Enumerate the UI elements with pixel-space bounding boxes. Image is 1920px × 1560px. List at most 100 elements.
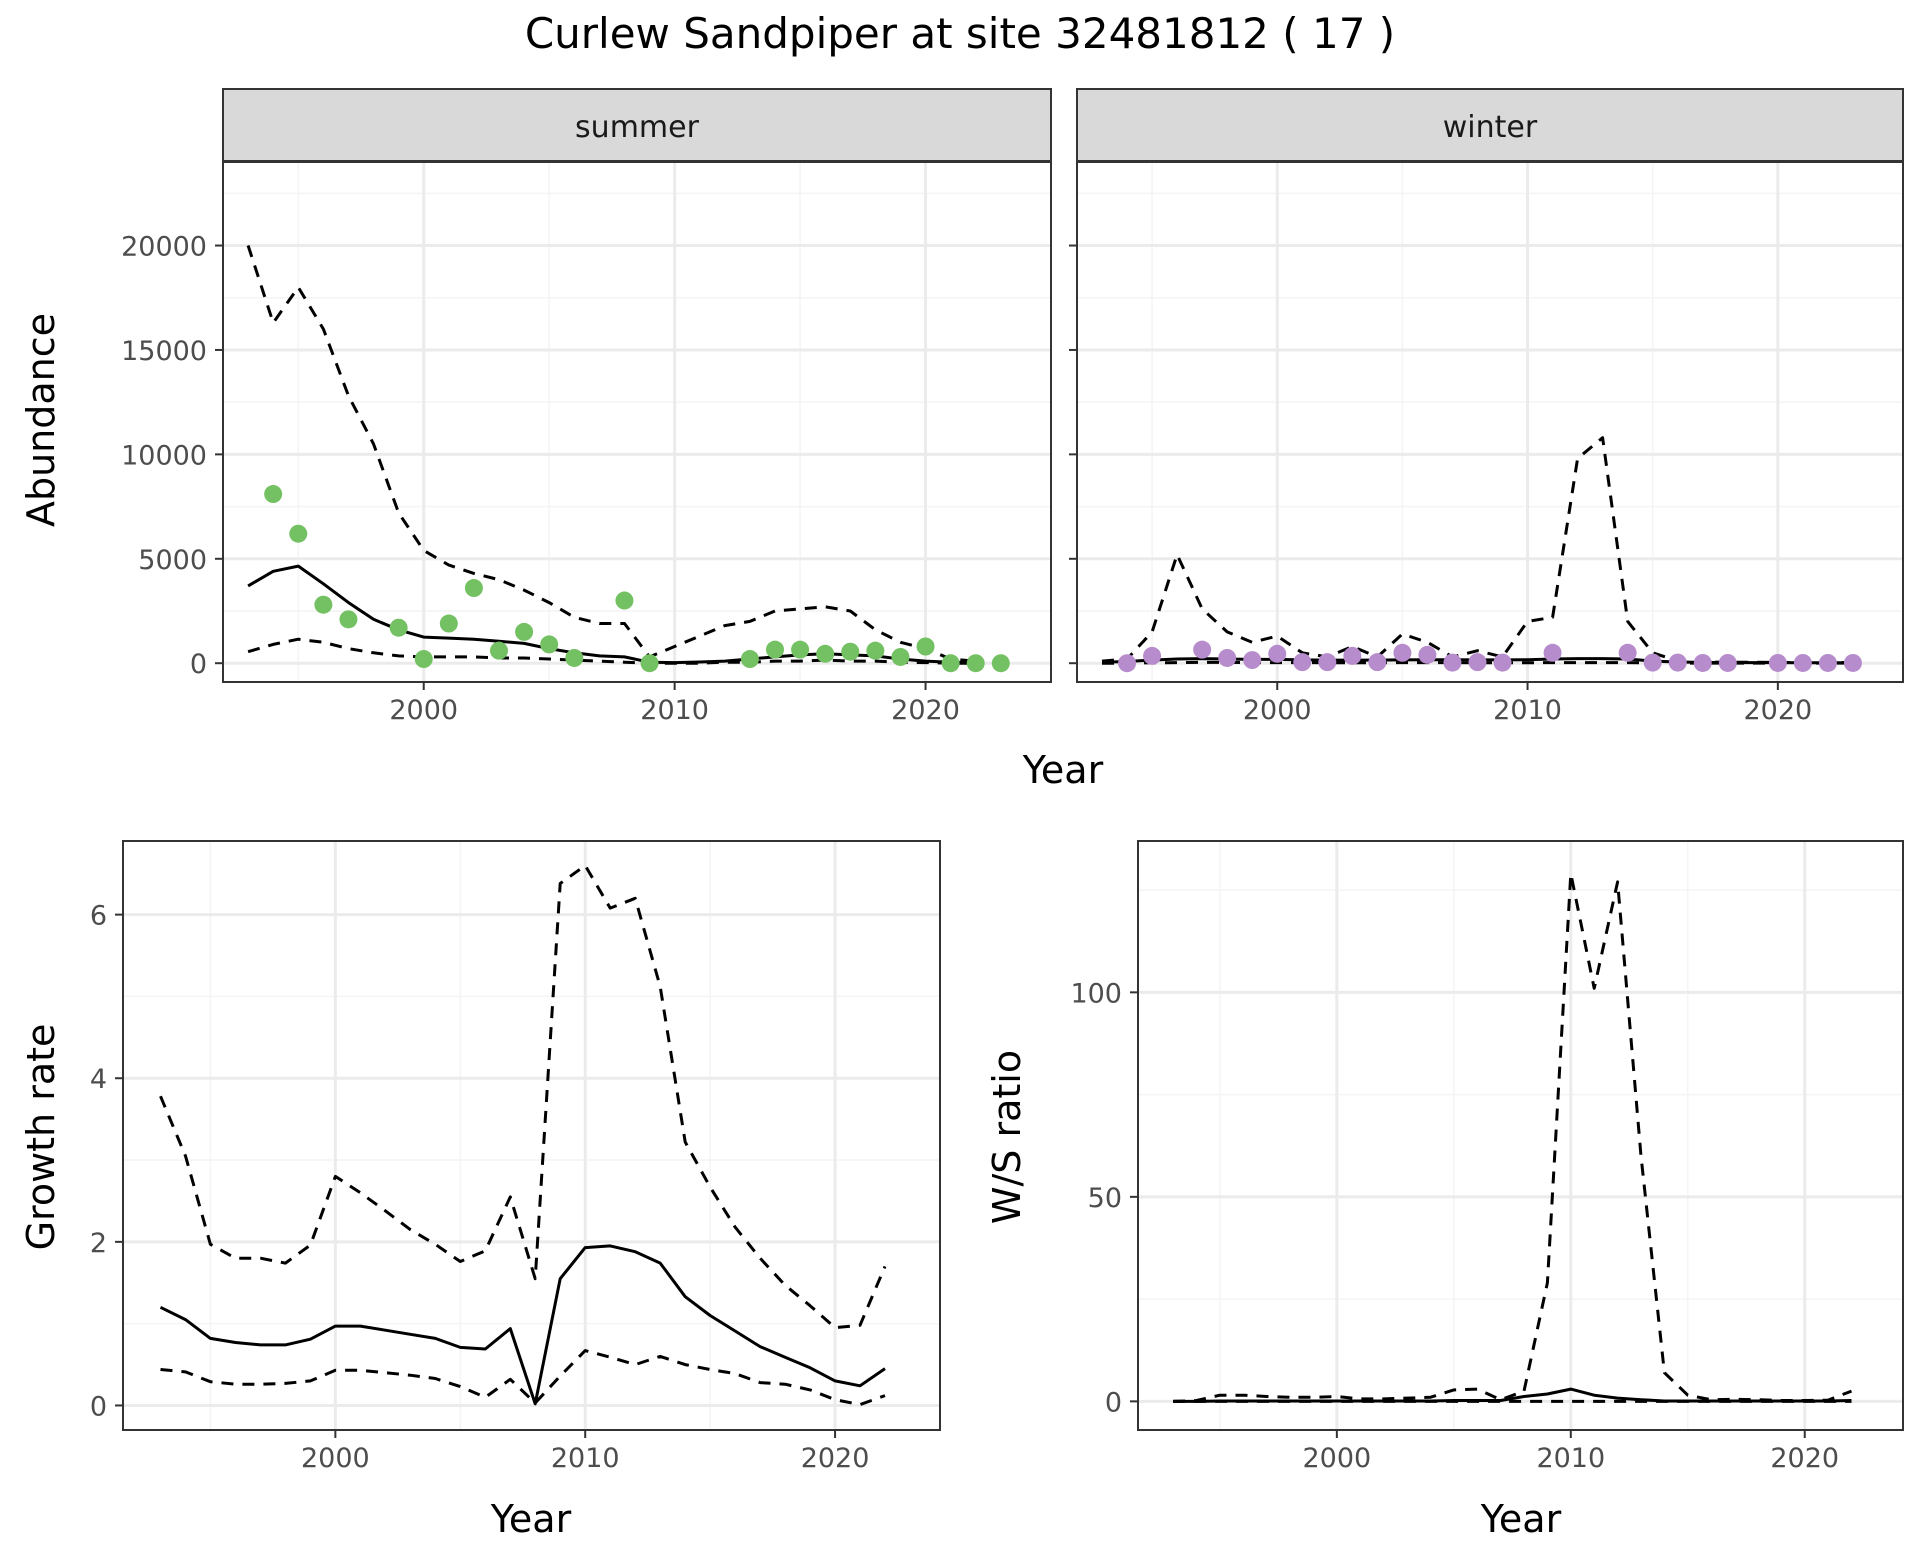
summer-x-tick-label: 2010 (640, 695, 709, 726)
summer-observation-point (515, 622, 534, 641)
summer-observation-point (464, 579, 483, 598)
winter-observation-point (1668, 653, 1687, 672)
growth-rate-plot-area: 2000 2010 2020 0 2 4 6 (90, 840, 941, 1474)
summer-observation-point (916, 637, 935, 656)
summer-bound-line-2 (247, 637, 976, 665)
summer-y-tick-label: 15000 (121, 336, 207, 367)
summer-observation-point (791, 640, 810, 659)
summer-observation-point (966, 654, 985, 673)
winter-plot-background (1077, 162, 1903, 682)
winter-observation-point (1793, 653, 1812, 672)
winter-observation-point (1143, 646, 1162, 665)
winter-observation-point (1468, 653, 1487, 672)
summer-observation-point (740, 650, 759, 669)
growth-x-axis-title: Year (490, 1497, 572, 1541)
summer-observation-point (339, 610, 358, 629)
winter-x-tick-label: 2020 (1743, 695, 1812, 726)
growth-plot-background (123, 841, 940, 1430)
winter-panel-border (1076, 161, 1904, 683)
summer-y-tick-label: 20000 (121, 232, 207, 263)
winter-observation-point (1768, 653, 1787, 672)
growth-x-tick-label: 2000 (301, 1443, 370, 1474)
summer-observation-point (991, 654, 1010, 673)
growth-y-tick-label: 2 (90, 1228, 107, 1259)
summer-strip (222, 88, 1052, 162)
summer-observation-point (414, 650, 433, 669)
growth-estimate-line (159, 1244, 886, 1406)
summer-bound-line-1 (246, 245, 976, 663)
growth-panel-border (122, 840, 941, 1431)
growth-y-tick-label: 6 (90, 901, 107, 932)
ws-ratio-plot-area: 2000 2010 2020 0 50 100 (1070, 840, 1904, 1474)
summer-x-tick-label: 2000 (389, 695, 458, 726)
winter-observation-point (1693, 653, 1712, 672)
winter-observation-point (1118, 654, 1137, 673)
summer-observation-point (439, 614, 458, 633)
winter-observation-point (1193, 640, 1212, 659)
winter-x-tick-label: 2010 (1493, 695, 1562, 726)
winter-observation-point (1343, 646, 1362, 665)
summer-plot-area: 2000 2010 2020 0 5000 10000 15000 20000 (121, 161, 1052, 726)
winter-observation-point (1293, 653, 1312, 672)
winter-observation-point (1368, 653, 1387, 672)
ws-x-tick-label: 2000 (1302, 1443, 1371, 1474)
winter-observation-point (1618, 643, 1637, 662)
growth-bound-line-1 (159, 864, 887, 1330)
ws-x-tick-label: 2010 (1536, 1443, 1605, 1474)
ws-y-tick-label: 100 (1070, 978, 1122, 1009)
top-x-axis-title: Year (1022, 748, 1104, 792)
ws-y-tick-label: 0 (1105, 1387, 1122, 1418)
ws-panel-border (1137, 840, 1904, 1431)
summer-observation-point (314, 595, 333, 614)
winter-observation-point (1318, 653, 1337, 672)
summer-observation-point (264, 485, 283, 504)
summer-observation-point (941, 654, 960, 673)
summer-observation-point (891, 647, 910, 666)
summer-panel-border (222, 161, 1052, 683)
growth-x-tick-label: 2010 (551, 1443, 620, 1474)
winter-observation-point (1268, 644, 1287, 663)
summer-observation-point (565, 648, 584, 667)
winter-observation-point (1243, 651, 1262, 670)
ws-y-axis-title: W/S ratio (985, 1050, 1029, 1224)
summer-y-tick-label: 5000 (138, 545, 207, 576)
winter-plot-area: 2000 2010 2020 (1069, 161, 1904, 726)
winter-observation-point (1643, 653, 1662, 672)
top-y-axis-title: Abundance (19, 313, 63, 527)
winter-observation-point (1818, 653, 1837, 672)
summer-observation-point (540, 635, 559, 654)
growth-x-tick-label: 2020 (801, 1443, 870, 1474)
ws-bound-line-1 (1173, 872, 1853, 1403)
summer-observation-point (615, 591, 634, 610)
winter-observation-point (1718, 653, 1737, 672)
summer-strip-label: summer (575, 110, 700, 145)
winter-observation-point (1393, 643, 1412, 662)
summer-observation-point (289, 524, 308, 543)
ws-x-tick-label: 2020 (1770, 1443, 1839, 1474)
ws-plot-background (1138, 841, 1903, 1430)
winter-bound-line-1 (1101, 436, 1853, 665)
ws-x-axis-title: Year (1480, 1497, 1562, 1541)
growth-y-axis-title: Growth rate (19, 1024, 63, 1251)
winter-observation-point (1543, 643, 1562, 662)
winter-observation-point (1418, 645, 1437, 664)
winter-strip-label: winter (1443, 110, 1538, 145)
summer-y-tick-label: 0 (190, 649, 207, 680)
summer-panel: summer 2000 2010 2020 0 5000 10000 15000 20000 (121, 88, 1052, 726)
ws-y-tick-label: 50 (1088, 1183, 1122, 1214)
growth-bound-line-2 (160, 1349, 886, 1407)
summer-observation-point (841, 642, 860, 661)
summer-y-tick-label: 10000 (121, 440, 207, 471)
winter-observation-point (1843, 653, 1862, 672)
summer-observation-point (766, 640, 784, 659)
winter-observation-point (1218, 648, 1237, 667)
figure-title: Curlew Sandpiper at site 32481812 ( 17 ) (525, 9, 1395, 58)
summer-observation-point (640, 654, 659, 673)
summer-observation-point (816, 644, 835, 663)
growth-y-tick-label: 4 (90, 1064, 107, 1095)
winter-observation-point (1443, 653, 1462, 672)
winter-strip (1076, 88, 1904, 162)
summer-x-tick-label: 2020 (891, 695, 960, 726)
growth-y-tick-label: 0 (90, 1391, 107, 1422)
